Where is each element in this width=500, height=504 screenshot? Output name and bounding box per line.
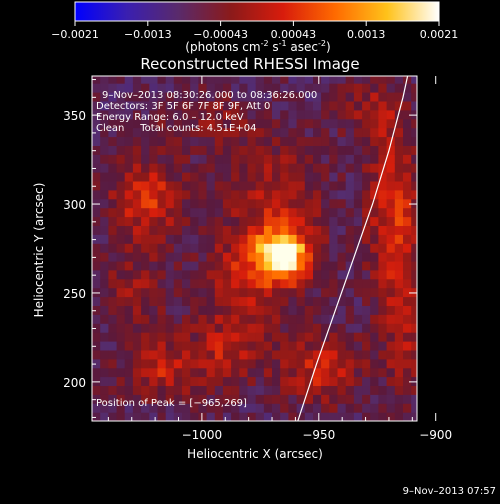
solar-limb-curve bbox=[297, 76, 409, 421]
colorbar-tick-labels: −0.0021 −0.0013 −0.00043 0.00043 0.0013 0.002… bbox=[51, 28, 458, 41]
x-axis-ticks: −1000 −950 −900 bbox=[107, 76, 452, 442]
y-tick-label: 350 bbox=[63, 109, 86, 123]
footer-timestamp: 9–Nov–2013 07:57 bbox=[403, 486, 496, 497]
colorbar-unit-label: (photons cm-2 s-1 asec-2) bbox=[185, 39, 330, 54]
annotation-peak-position: Position of Peak = [−965,269] bbox=[96, 398, 247, 409]
y-tick-label: 250 bbox=[63, 287, 86, 301]
colorbar-tick-label: −0.00043 bbox=[193, 28, 248, 41]
heatmap-image bbox=[92, 76, 417, 421]
x-tick-label: −1000 bbox=[182, 428, 223, 442]
y-tick-label: 200 bbox=[63, 376, 86, 390]
x-axis-label: Heliocentric X (arcsec) bbox=[187, 447, 323, 461]
colorbar-tick-label: −0.0021 bbox=[51, 28, 99, 41]
annotation-clean: Clean Total counts: 4.51E+04 bbox=[96, 123, 256, 134]
annotation-energy: Energy Range: 6.0 – 12.0 keV bbox=[96, 112, 244, 123]
y-tick-label: 300 bbox=[63, 198, 86, 212]
x-tick-label: −900 bbox=[419, 428, 452, 442]
colorbar-tick-label: 0.0021 bbox=[420, 28, 459, 41]
colorbar-tick-label: −0.0013 bbox=[124, 28, 172, 41]
colorbar-tick-label: 0.0013 bbox=[347, 28, 386, 41]
colorbar-tick-label: 0.00043 bbox=[271, 28, 317, 41]
x-tick-label: −950 bbox=[302, 428, 335, 442]
y-axis-label: Heliocentric Y (arcsec) bbox=[32, 183, 46, 318]
colorbar-ticks bbox=[74, 21, 440, 26]
plot-frame bbox=[91, 75, 418, 422]
annotation-time: 9–Nov–2013 08:30:26.000 to 08:36:26.000 bbox=[102, 90, 317, 101]
y-axis-ticks: 200 250 300 350 bbox=[63, 79, 417, 418]
annotation-detectors: Detectors: 3F 5F 6F 7F 8F 9F, Att 0 bbox=[96, 101, 270, 112]
chart-title: Reconstructed RHESSI Image bbox=[140, 55, 359, 73]
colorbar bbox=[74, 1, 440, 22]
